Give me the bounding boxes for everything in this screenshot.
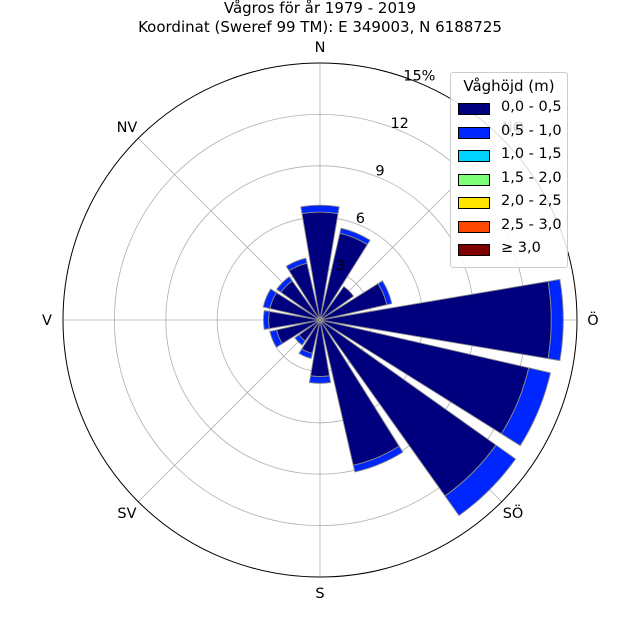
rose-bar-3-1 <box>377 280 393 306</box>
legend-label: 2,5 - 3,0 <box>501 216 562 233</box>
rose-bar-12-1 <box>263 310 270 330</box>
direction-label: NV <box>117 120 138 136</box>
legend-entry: 0,5 - 1,0 <box>451 123 567 147</box>
legend-label: 1,5 - 2,0 <box>501 169 562 186</box>
legend-title: Våghöjd (m) <box>463 77 555 95</box>
legend-label: 1,0 - 1,5 <box>501 146 562 162</box>
radial-tick-label: 15% <box>403 69 435 85</box>
rose-bar-15-1 <box>285 257 308 272</box>
radial-tick-labels: 3 6 9 12 15% <box>336 69 435 275</box>
legend-swatch <box>458 220 490 233</box>
rose-bar-11-1 <box>269 329 283 348</box>
chart-subtitle: Koordinat (Sweref 99 TM): E 349003, N 61… <box>138 18 502 36</box>
legend-swatch <box>458 150 490 162</box>
rose-bars <box>62 62 578 578</box>
outer-ring <box>62 62 578 578</box>
direction-label: V <box>42 313 52 329</box>
rose-bar-14-1 <box>276 276 293 293</box>
legend-label: ≥ 3,0 <box>501 240 541 256</box>
legend-swatch <box>458 126 490 139</box>
radial-tick-label: 12 <box>390 116 408 132</box>
direction-label: SÖ <box>503 504 524 522</box>
legend-entry: 0,0 - 0,5 <box>451 99 567 123</box>
rose-bar-13-1 <box>262 288 278 310</box>
legend-entry: 1,0 - 1,5 <box>451 146 567 170</box>
radial-tick-label: 6 <box>356 211 365 227</box>
direction-label: S <box>315 586 324 602</box>
rose-bar-8-1 <box>308 375 332 384</box>
legend-entry: 2,0 - 2,5 <box>451 193 567 217</box>
direction-label: N <box>315 40 326 56</box>
legend-entry: 2,5 - 3,0 <box>451 217 567 241</box>
legend-swatch <box>458 244 490 256</box>
rose-bar-2-0 <box>319 285 355 321</box>
legend: Våghöjd (m) 0,0 - 0,5 0,5 - 1,0 1,0 - 1,5 1… <box>450 72 568 268</box>
legend-label: 0,5 - 1,0 <box>501 122 562 139</box>
legend-entry: 1,5 - 2,0 <box>451 170 567 194</box>
grid-spoke-6 <box>137 319 321 503</box>
legend-entry: ≥ 3,0 <box>451 240 567 264</box>
legend-swatch <box>458 173 490 186</box>
rose-bar-0-1 <box>300 204 340 215</box>
rose-bar-10-1 <box>294 334 306 346</box>
rose-bar-6-1 <box>444 444 517 517</box>
legend-swatch <box>458 197 490 209</box>
rose-bar-9-1 <box>298 348 313 359</box>
rose-bar-5-1 <box>500 367 552 447</box>
legend-label: 0,0 - 0,5 <box>501 99 562 115</box>
direction-label: Ö <box>587 311 598 329</box>
legend-swatch <box>458 103 490 115</box>
direction-label: SV <box>117 506 136 522</box>
chart-title: Vågros för år 1979 - 2019 <box>223 0 417 17</box>
radial-tick-label: 9 <box>375 164 384 180</box>
radial-tick-label: 3 <box>336 259 345 275</box>
rose-bar-4-1 <box>547 278 564 362</box>
rose-bar-7-1 <box>352 445 404 473</box>
rose-bar-1-1 <box>339 227 371 246</box>
legend-label: 2,0 - 2,5 <box>501 193 562 209</box>
